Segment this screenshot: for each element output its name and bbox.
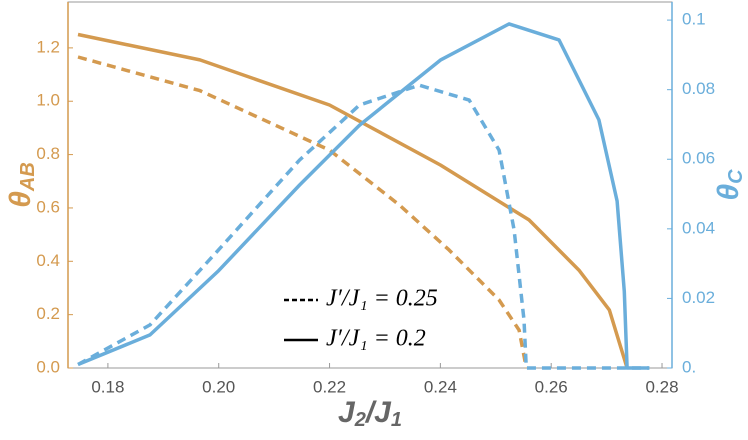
series-line [77, 55, 529, 369]
x-tick-label: 0.22 [313, 377, 346, 396]
x-label-sub: 2 [354, 409, 366, 431]
y2-tick-label: 0.02 [682, 288, 715, 307]
y2-label-sub: C [725, 169, 747, 184]
series-line [77, 83, 650, 370]
x-label-sep: /J [364, 396, 392, 429]
y2-tick-label: 0.04 [682, 218, 715, 237]
y2-tick-label: 0. [682, 357, 696, 376]
y2-label-main: θ [712, 184, 745, 201]
x-tick-label: 0.28 [645, 377, 678, 396]
y2-axis-label: θC [712, 169, 747, 201]
x-label-main: J [338, 396, 356, 429]
y-tick-label: 0.6 [36, 197, 60, 216]
y2-tick-label: 0.08 [682, 79, 715, 98]
x-tick-label: 0.24 [424, 377, 457, 396]
x-axis-label: J2/J1 [338, 396, 402, 431]
series-line [77, 32, 629, 369]
legend-label: J′/J₁ = 0.2 [326, 326, 426, 352]
y2-tick-label: 0.1 [682, 10, 706, 29]
y-tick-label: 1.0 [36, 91, 60, 110]
y2-tick-label: 0.06 [682, 149, 715, 168]
y-axis-label: θAB [4, 162, 39, 208]
series-line [77, 22, 650, 370]
x-label-sub2: 1 [391, 409, 402, 431]
x-tick-label: 0.20 [202, 377, 235, 396]
x-tick-label: 0.18 [91, 377, 124, 396]
legend-label: J′/J₁ = 0.25 [326, 286, 438, 312]
y-tick-label: 0.2 [36, 304, 60, 323]
y-label-sub: AB [17, 162, 39, 192]
y-tick-label: 1.2 [36, 37, 60, 56]
y-tick-label: 0.4 [36, 251, 60, 270]
y-tick-label: 0.8 [36, 144, 60, 163]
y-tick-label: 0.0 [36, 357, 60, 376]
x-tick-label: 0.26 [535, 377, 568, 396]
y-label-main: θ [4, 191, 37, 208]
